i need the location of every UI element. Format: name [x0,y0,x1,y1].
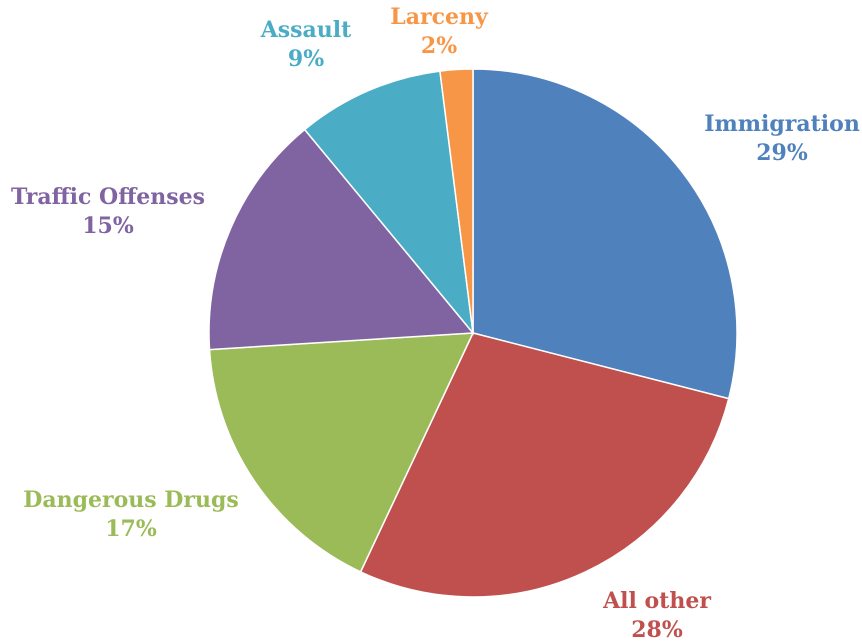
pie-slice-all-other [359,332,730,598]
slice-name-larceny: Larceny [390,4,489,30]
slice-name-traffic-offenses: Traffic Offenses [11,184,205,210]
slice-name-immigration: Immigration [704,111,860,137]
slice-value-immigration: 29% [756,140,808,166]
slice-value-traffic-offenses: 15% [82,213,134,239]
slice-label-immigration: Immigration 29% [704,111,860,166]
slice-label-dangerous-drugs: Dangerous Drugs 17% [23,487,238,542]
slice-label-assault: Assault 9% [260,17,352,72]
slice-value-all-other: 28% [631,617,683,643]
slice-value-dangerous-drugs: 17% [105,516,157,542]
slice-name-all-other: All other [602,588,711,614]
pie-slice-traffic-offenses [208,128,475,351]
slice-value-assault: 9% [288,46,324,72]
slice-name-dangerous-drugs: Dangerous Drugs [23,487,238,513]
pie-slice-dangerous-drugs [208,332,475,573]
slice-label-all-other: All other 28% [602,588,711,643]
slice-name-assault: Assault [260,17,352,43]
pie-slice-larceny [439,68,474,334]
pie-slice-assault [303,70,475,336]
slice-label-traffic-offenses: Traffic Offenses 15% [11,184,205,239]
slice-label-larceny: Larceny 2% [390,4,489,59]
pie-slice-immigration [472,68,738,400]
slice-value-larceny: 2% [421,33,457,59]
